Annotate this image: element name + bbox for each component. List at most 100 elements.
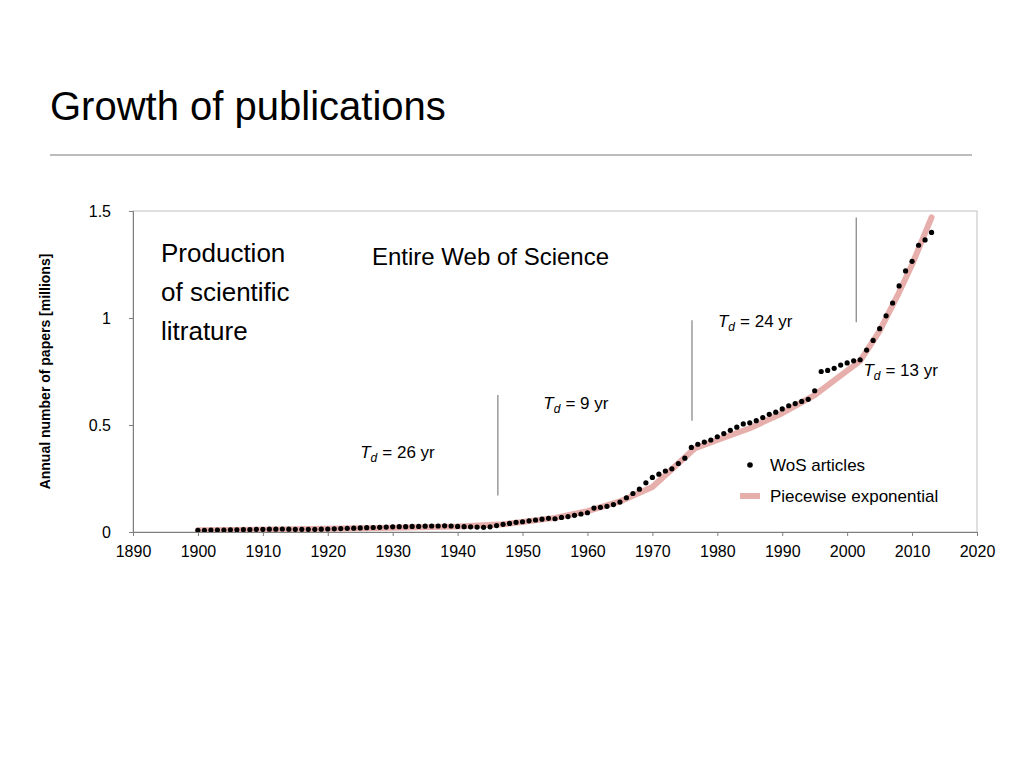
data-point [273, 527, 278, 532]
data-point [637, 487, 642, 492]
data-point [377, 525, 382, 530]
data-point [715, 434, 720, 439]
data-point [916, 243, 921, 248]
data-point [598, 505, 603, 510]
data-point [643, 480, 648, 485]
data-point [929, 230, 934, 235]
break-line [856, 217, 857, 322]
data-point [455, 524, 460, 529]
data-point [449, 523, 454, 528]
plot-frame [133, 211, 977, 532]
data-point [260, 527, 265, 532]
y-tick: 0 [102, 524, 133, 541]
annotation-text: = 9 yr [565, 394, 608, 413]
data-point [793, 401, 798, 406]
data-point [481, 525, 486, 530]
text-box-line: Production [161, 238, 285, 268]
y-axis-title: Annual number of papers [millions] [37, 254, 53, 490]
x-tick-mark [458, 532, 459, 536]
x-tick-label: 2000 [830, 543, 866, 560]
data-point [546, 516, 551, 521]
data-point [806, 397, 811, 402]
x-tick-label: 1970 [635, 543, 671, 560]
annotation-subscript: d [728, 320, 735, 334]
data-point [578, 511, 583, 516]
y-tick: 1 [102, 310, 133, 327]
data-point [812, 388, 817, 393]
data-point [786, 403, 791, 408]
data-point [585, 510, 590, 515]
data-point [695, 442, 700, 447]
data-point [617, 499, 622, 504]
annotation-text: = 26 yr [382, 443, 435, 462]
data-point [760, 415, 765, 420]
x-tick-mark [912, 532, 913, 536]
series-line [198, 217, 932, 530]
data-point [280, 526, 285, 531]
x-tick-mark [198, 532, 199, 536]
data-point [734, 425, 739, 430]
data-point [819, 369, 824, 374]
data-point [338, 526, 343, 531]
data-point [299, 527, 304, 532]
data-point [552, 516, 557, 521]
data-point [825, 368, 830, 373]
data-point [410, 524, 415, 529]
x-tick-label: 1960 [570, 543, 606, 560]
slide-title: Growth of publications [50, 84, 446, 128]
data-point [773, 410, 778, 415]
x-tick: 1920 [310, 532, 346, 560]
data-point [896, 283, 901, 288]
data-point [462, 524, 467, 529]
data-point [507, 521, 512, 526]
data-point [708, 437, 713, 442]
data-point [572, 513, 577, 518]
data-point [416, 524, 421, 529]
x-tick: 2010 [895, 532, 931, 560]
legend-marker [747, 462, 753, 468]
data-point [838, 362, 843, 367]
annotation: Td= 9 yr [543, 394, 608, 416]
y-tick-mark [129, 532, 133, 533]
data-point [442, 523, 447, 528]
data-point [241, 527, 246, 532]
data-point [215, 527, 220, 532]
x-tick: 1980 [700, 532, 736, 560]
x-tick: 2000 [830, 532, 866, 560]
data-point [397, 524, 402, 529]
legend-marker [740, 493, 760, 499]
annotation: Td= 13 yr [863, 361, 938, 383]
legend-label: WoS articles [770, 456, 865, 475]
y-axis-line [129, 212, 134, 533]
x-tick-mark [523, 532, 524, 536]
annotation: Td= 26 yr [360, 443, 435, 465]
data-point [611, 502, 616, 507]
data-point [520, 519, 525, 524]
data-point [286, 527, 291, 532]
data-point [650, 475, 655, 480]
data-point [565, 514, 570, 519]
x-tick: 1910 [246, 532, 282, 560]
data-point [345, 526, 350, 531]
title-rule [50, 154, 972, 156]
data-point [474, 524, 479, 529]
data-point [208, 527, 213, 532]
break-line [691, 320, 692, 421]
data-point [604, 504, 609, 509]
x-tick-mark [652, 532, 653, 536]
data-point [682, 456, 687, 461]
data-point [741, 421, 746, 426]
data-point [858, 357, 863, 362]
data-point [689, 445, 694, 450]
x-tick-label: 1990 [765, 543, 801, 560]
x-tick: 1970 [635, 532, 671, 560]
data-point [267, 527, 272, 532]
data-point [799, 399, 804, 404]
y-tick-mark [129, 425, 133, 426]
data-point [384, 524, 389, 529]
data-point [832, 366, 837, 371]
x-axis-line [134, 533, 978, 537]
annotation: Td= 24 yr [718, 312, 793, 334]
data-point [754, 418, 759, 423]
data-point [864, 348, 869, 353]
